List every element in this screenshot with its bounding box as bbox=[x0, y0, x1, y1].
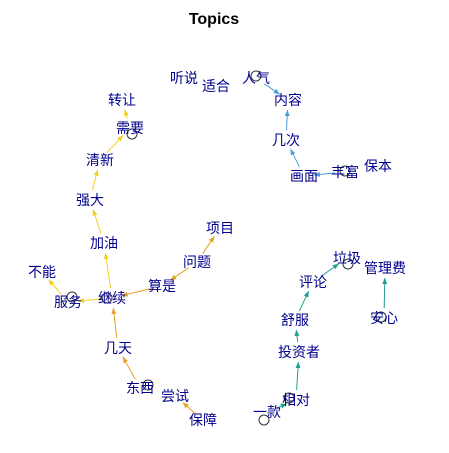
node-label-n23: 保障 bbox=[189, 413, 217, 429]
node-label-n22: 尝试 bbox=[161, 389, 189, 405]
edge-arrowhead bbox=[313, 171, 321, 177]
edge-arrowhead bbox=[92, 209, 98, 216]
node-label-n31: 一款 bbox=[253, 405, 281, 421]
node-label-n7: 丰富 bbox=[331, 164, 359, 181]
node-label-n21: 东西 bbox=[126, 381, 154, 397]
node-label-n14: 不能 bbox=[28, 265, 56, 281]
edge-arrowhead bbox=[280, 403, 287, 409]
edge-arrowhead bbox=[295, 361, 301, 369]
edge-arrowhead bbox=[182, 402, 189, 409]
node-label-n26: 评论 bbox=[299, 275, 327, 291]
node-label-n9: 转让 bbox=[108, 93, 136, 109]
node-label-n15: 服务 bbox=[54, 295, 82, 311]
edge-arrowhead bbox=[103, 252, 109, 260]
node-label-n13: 加油 bbox=[90, 236, 118, 252]
node-circle-n28 bbox=[375, 311, 387, 323]
edge-arrowhead bbox=[77, 298, 85, 304]
edge-arrowhead bbox=[122, 356, 128, 364]
node-label-n11: 清新 bbox=[86, 153, 114, 169]
graph-title: Topics bbox=[189, 11, 239, 28]
node-label-n8: 保本 bbox=[364, 159, 392, 175]
edge-arrowhead bbox=[93, 169, 99, 177]
node-label-n12: 强大 bbox=[76, 193, 104, 209]
node-label-n19: 项目 bbox=[206, 221, 234, 237]
node-circle-n30 bbox=[283, 392, 295, 404]
edge-arrowhead bbox=[48, 279, 55, 286]
edge-arrowhead bbox=[170, 274, 177, 281]
edge-arrowhead bbox=[332, 263, 339, 270]
node-label-n2: 适合 bbox=[202, 79, 230, 95]
node-label-n5: 几次 bbox=[272, 133, 300, 149]
edge-arrowhead bbox=[117, 135, 124, 142]
node-label-n6: 画面 bbox=[290, 169, 318, 185]
edge-arrowhead bbox=[294, 329, 300, 337]
node-circle-n21 bbox=[142, 379, 154, 391]
edge-arrowhead bbox=[208, 236, 215, 243]
node-label-n20: 几天 bbox=[104, 341, 132, 357]
node-label-n29: 投资者 bbox=[278, 345, 320, 361]
node-label-n10: 需要 bbox=[116, 121, 144, 137]
node-circle-n31 bbox=[258, 414, 270, 426]
node-label-n1: 听说 bbox=[170, 71, 198, 87]
node-label-n28: 安心 bbox=[370, 311, 398, 327]
node-circle-n24 bbox=[342, 258, 354, 270]
node-label-n18: 问题 bbox=[183, 255, 211, 271]
node-label-n25: 管理费 bbox=[364, 261, 406, 277]
edge-arrowhead bbox=[382, 277, 388, 285]
edge-arrowhead bbox=[121, 291, 129, 297]
node-label-n27: 舒服 bbox=[281, 313, 309, 329]
node-circle-n16 bbox=[101, 292, 113, 304]
node-label-n4: 内容 bbox=[274, 92, 302, 109]
node-circle-n10 bbox=[126, 128, 138, 140]
node-label-n17: 算是 bbox=[148, 279, 176, 295]
edge-layer bbox=[48, 83, 388, 414]
edge-arrowhead bbox=[284, 109, 290, 117]
node-label-n30: 相对 bbox=[282, 393, 310, 409]
edge-arrowhead bbox=[303, 291, 309, 298]
node-circle-n3 bbox=[250, 70, 262, 82]
edge-arrowhead bbox=[290, 148, 296, 156]
node-label-n24: 垃圾 bbox=[333, 251, 361, 267]
edge-arrowhead bbox=[111, 307, 117, 315]
node-layer bbox=[66, 70, 387, 426]
node-label-n16: 继续 bbox=[98, 290, 126, 307]
edge-arrowhead bbox=[123, 109, 129, 117]
node-circle-n15 bbox=[66, 291, 78, 303]
edge-arrowhead bbox=[273, 88, 280, 95]
node-circle-n7 bbox=[339, 165, 351, 177]
node-label-n3: 人气 bbox=[242, 71, 270, 87]
